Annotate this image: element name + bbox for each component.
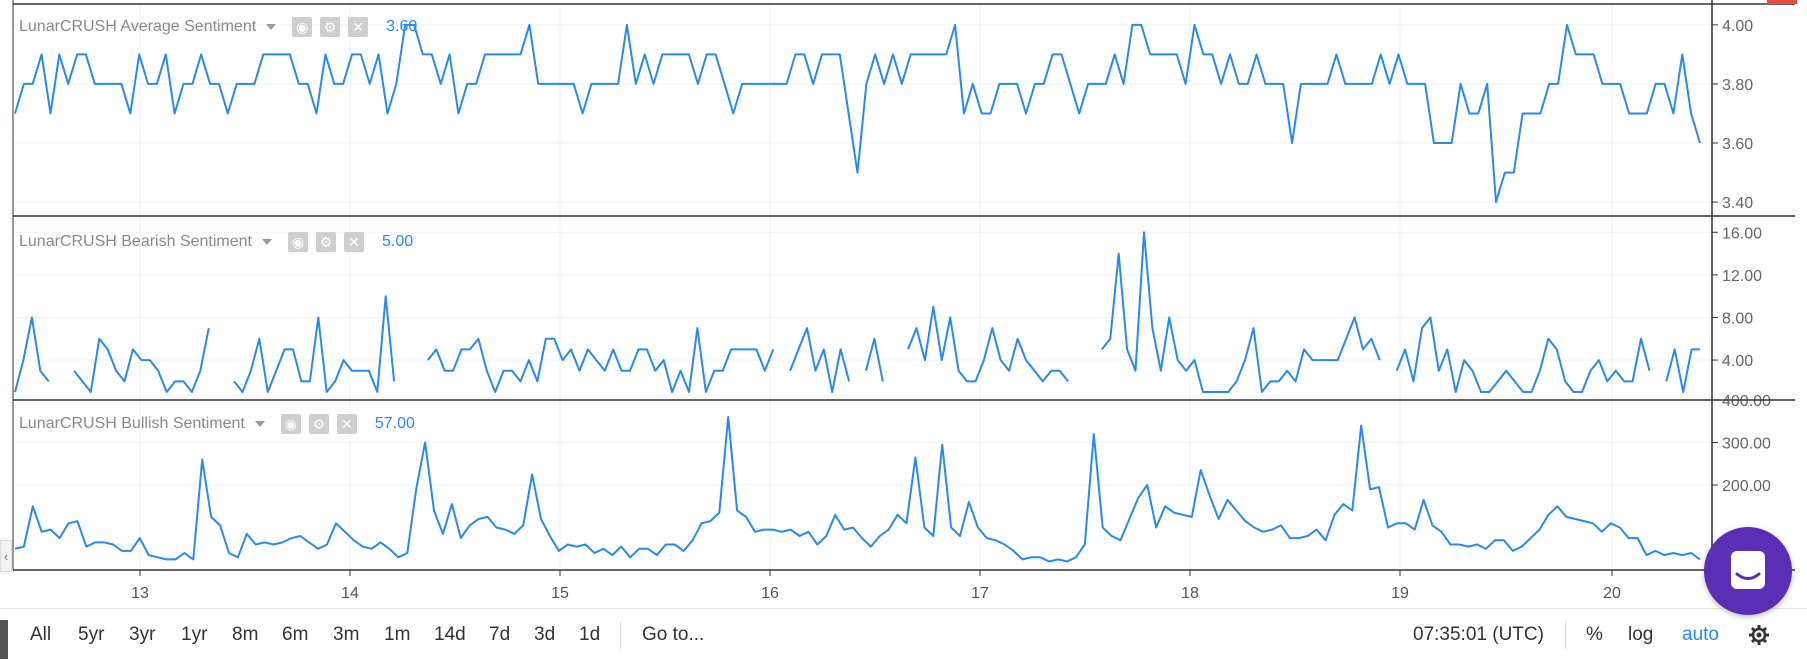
range-1m[interactable]: 1m [384,623,411,645]
range-8m[interactable]: 8m [232,623,259,645]
chevron-down-icon[interactable] [262,239,272,245]
range-all[interactable]: All [30,623,52,645]
close-icon[interactable]: ✕ [344,232,364,252]
legend-value: 57.00 [374,415,415,432]
range-7d[interactable]: 7d [489,623,511,645]
chevron-down-icon[interactable] [266,24,277,30]
gear-icon[interactable]: ⚙ [316,232,336,252]
scroll-left-button[interactable]: ‹ [0,540,12,572]
range-3d[interactable]: 3d [534,623,556,645]
chat-icon [1731,551,1765,589]
legend-title: LunarCRUSH Bullish Sentiment [19,415,245,432]
gear-icon[interactable]: ⚙ [320,17,341,37]
x-tick-label: 19 [1391,585,1409,602]
y-tick-label: 4.00 [1722,353,1753,370]
grid-lines [13,4,1712,570]
range-1d[interactable]: 1d [579,623,601,645]
settings-gear-icon[interactable] [1748,609,1770,660]
bottom-toolbar: All 5yr 3yr 1yr 8m 6m 3m 1m 14d 7d 3d 1d… [0,608,1807,660]
chart-area[interactable]: 4.00 3.80 3.60 3.40 16.00 12.00 8.00 4.00 400.00… [0,0,1807,608]
chevron-down-icon[interactable] [254,421,265,427]
percent-toggle[interactable]: % [1586,623,1603,645]
range-3m[interactable]: 3m [333,623,360,645]
series-line-0 [14,23,1701,204]
range-6m[interactable]: 6m [282,623,309,645]
y-tick-label: 200.00 [1722,478,1771,495]
toolbar-divider [620,621,621,649]
auto-toggle[interactable]: auto [1682,623,1719,645]
y-tick-label: 400.00 [1722,393,1771,410]
y-tick-label: 3.60 [1722,136,1753,153]
y-tick-label: 4.00 [1722,18,1753,35]
y-tick-label: 12.00 [1722,268,1762,285]
legend-bullish-sentiment: LunarCRUSH Bullish Sentiment ◉ ⚙ ✕ 57.00 [19,413,415,435]
x-tick-label: 20 [1603,585,1621,602]
alert-marker [1767,0,1797,4]
legend-value: 5.00 [382,233,414,250]
time-axis: 13 14 15 16 17 18 19 20 [131,570,1621,602]
chat-launcher-button[interactable] [1704,527,1792,615]
legend-average-sentiment: LunarCRUSH Average Sentiment ◉ ⚙ ✕ 3.60 [19,16,417,38]
x-tick-label: 13 [131,585,149,602]
x-tick-label: 15 [551,585,569,602]
y-tick-label: 8.00 [1722,310,1753,327]
x-tick-label: 14 [341,585,359,602]
gear-icon [1749,624,1769,645]
series-lines [14,23,1701,563]
legend-bearish-sentiment: LunarCRUSH Bearish Sentiment ◉ ⚙ ✕ 5.00 [19,231,413,253]
x-tick-label: 18 [1181,585,1199,602]
price-axis: 4.00 3.80 3.60 3.40 16.00 12.00 8.00 4.00 400.00… [1711,0,1771,570]
y-tick-label: 300.00 [1722,436,1771,453]
legend-title: LunarCRUSH Bearish Sentiment [19,233,252,250]
eye-icon[interactable]: ◉ [288,232,308,252]
goto-button[interactable]: Go to... [642,623,705,645]
legend-value: 3.60 [386,18,418,35]
range-3yr[interactable]: 3yr [129,623,156,645]
range-5yr[interactable]: 5yr [78,623,105,645]
y-tick-label: 3.80 [1722,77,1753,94]
pane-dividers [12,0,1795,571]
eye-icon[interactable]: ◉ [280,414,301,434]
gear-icon[interactable]: ⚙ [308,414,329,434]
close-icon[interactable]: ✕ [336,414,357,434]
log-toggle[interactable]: log [1628,623,1654,645]
close-icon[interactable]: ✕ [348,17,369,37]
y-tick-label: 3.40 [1722,195,1753,212]
y-tick-label: 16.00 [1722,225,1762,242]
toolbar-divider [1565,621,1566,649]
eye-icon[interactable]: ◉ [292,17,313,37]
range-14d[interactable]: 14d [434,623,466,645]
series-line-2 [14,416,1701,563]
legend-title: LunarCRUSH Average Sentiment [19,18,257,35]
x-tick-label: 17 [971,585,989,602]
series-line-1 [14,231,1700,393]
scrollbar-stub [0,620,8,659]
x-tick-label: 16 [761,585,779,602]
range-1yr[interactable]: 1yr [181,623,208,645]
clock-readout: 07:35:01 (UTC) [1413,623,1544,645]
